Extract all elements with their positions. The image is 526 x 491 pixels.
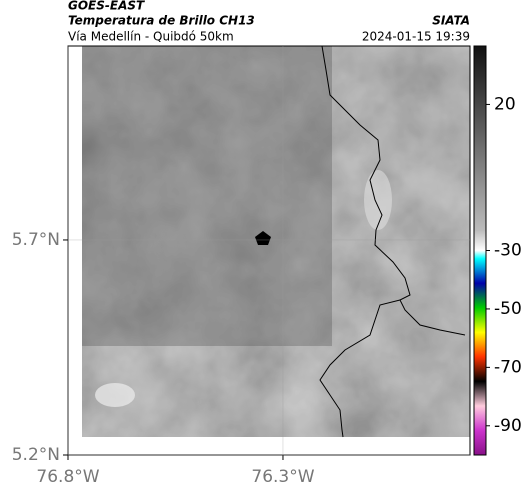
- colorbar-tick-label: -30: [494, 241, 522, 261]
- source: SIATA: [432, 14, 470, 28]
- dark-region: [82, 46, 332, 346]
- colorbar-tick-label: -70: [494, 357, 522, 377]
- boundary: [321, 45, 466, 336]
- datetime: 2024-01-15 19:39: [362, 30, 470, 44]
- title: GOES-EAST: [68, 0, 145, 13]
- colorbar-tick-label: -90: [494, 416, 522, 436]
- bright-cloud: [364, 170, 392, 230]
- satellite-image: [82, 46, 470, 437]
- subtitle: Temperatura de Brillo CH13: [68, 14, 255, 28]
- y-tick-label: 5.7°N: [12, 230, 60, 250]
- colorbar: [473, 45, 487, 456]
- boundary: [319, 299, 401, 438]
- route: Vía Medellín - Quibdó 50km: [68, 30, 234, 44]
- bright-cloud: [95, 383, 135, 407]
- y-tick-label: 5.2°N: [12, 445, 60, 465]
- colorbar-tick-label: -50: [494, 299, 522, 319]
- x-tick-label: 76.3°W: [251, 467, 314, 487]
- colorbar-tick-label: 20: [494, 94, 516, 114]
- location-star: [255, 231, 271, 245]
- x-tick-label: 76.8°W: [36, 467, 99, 487]
